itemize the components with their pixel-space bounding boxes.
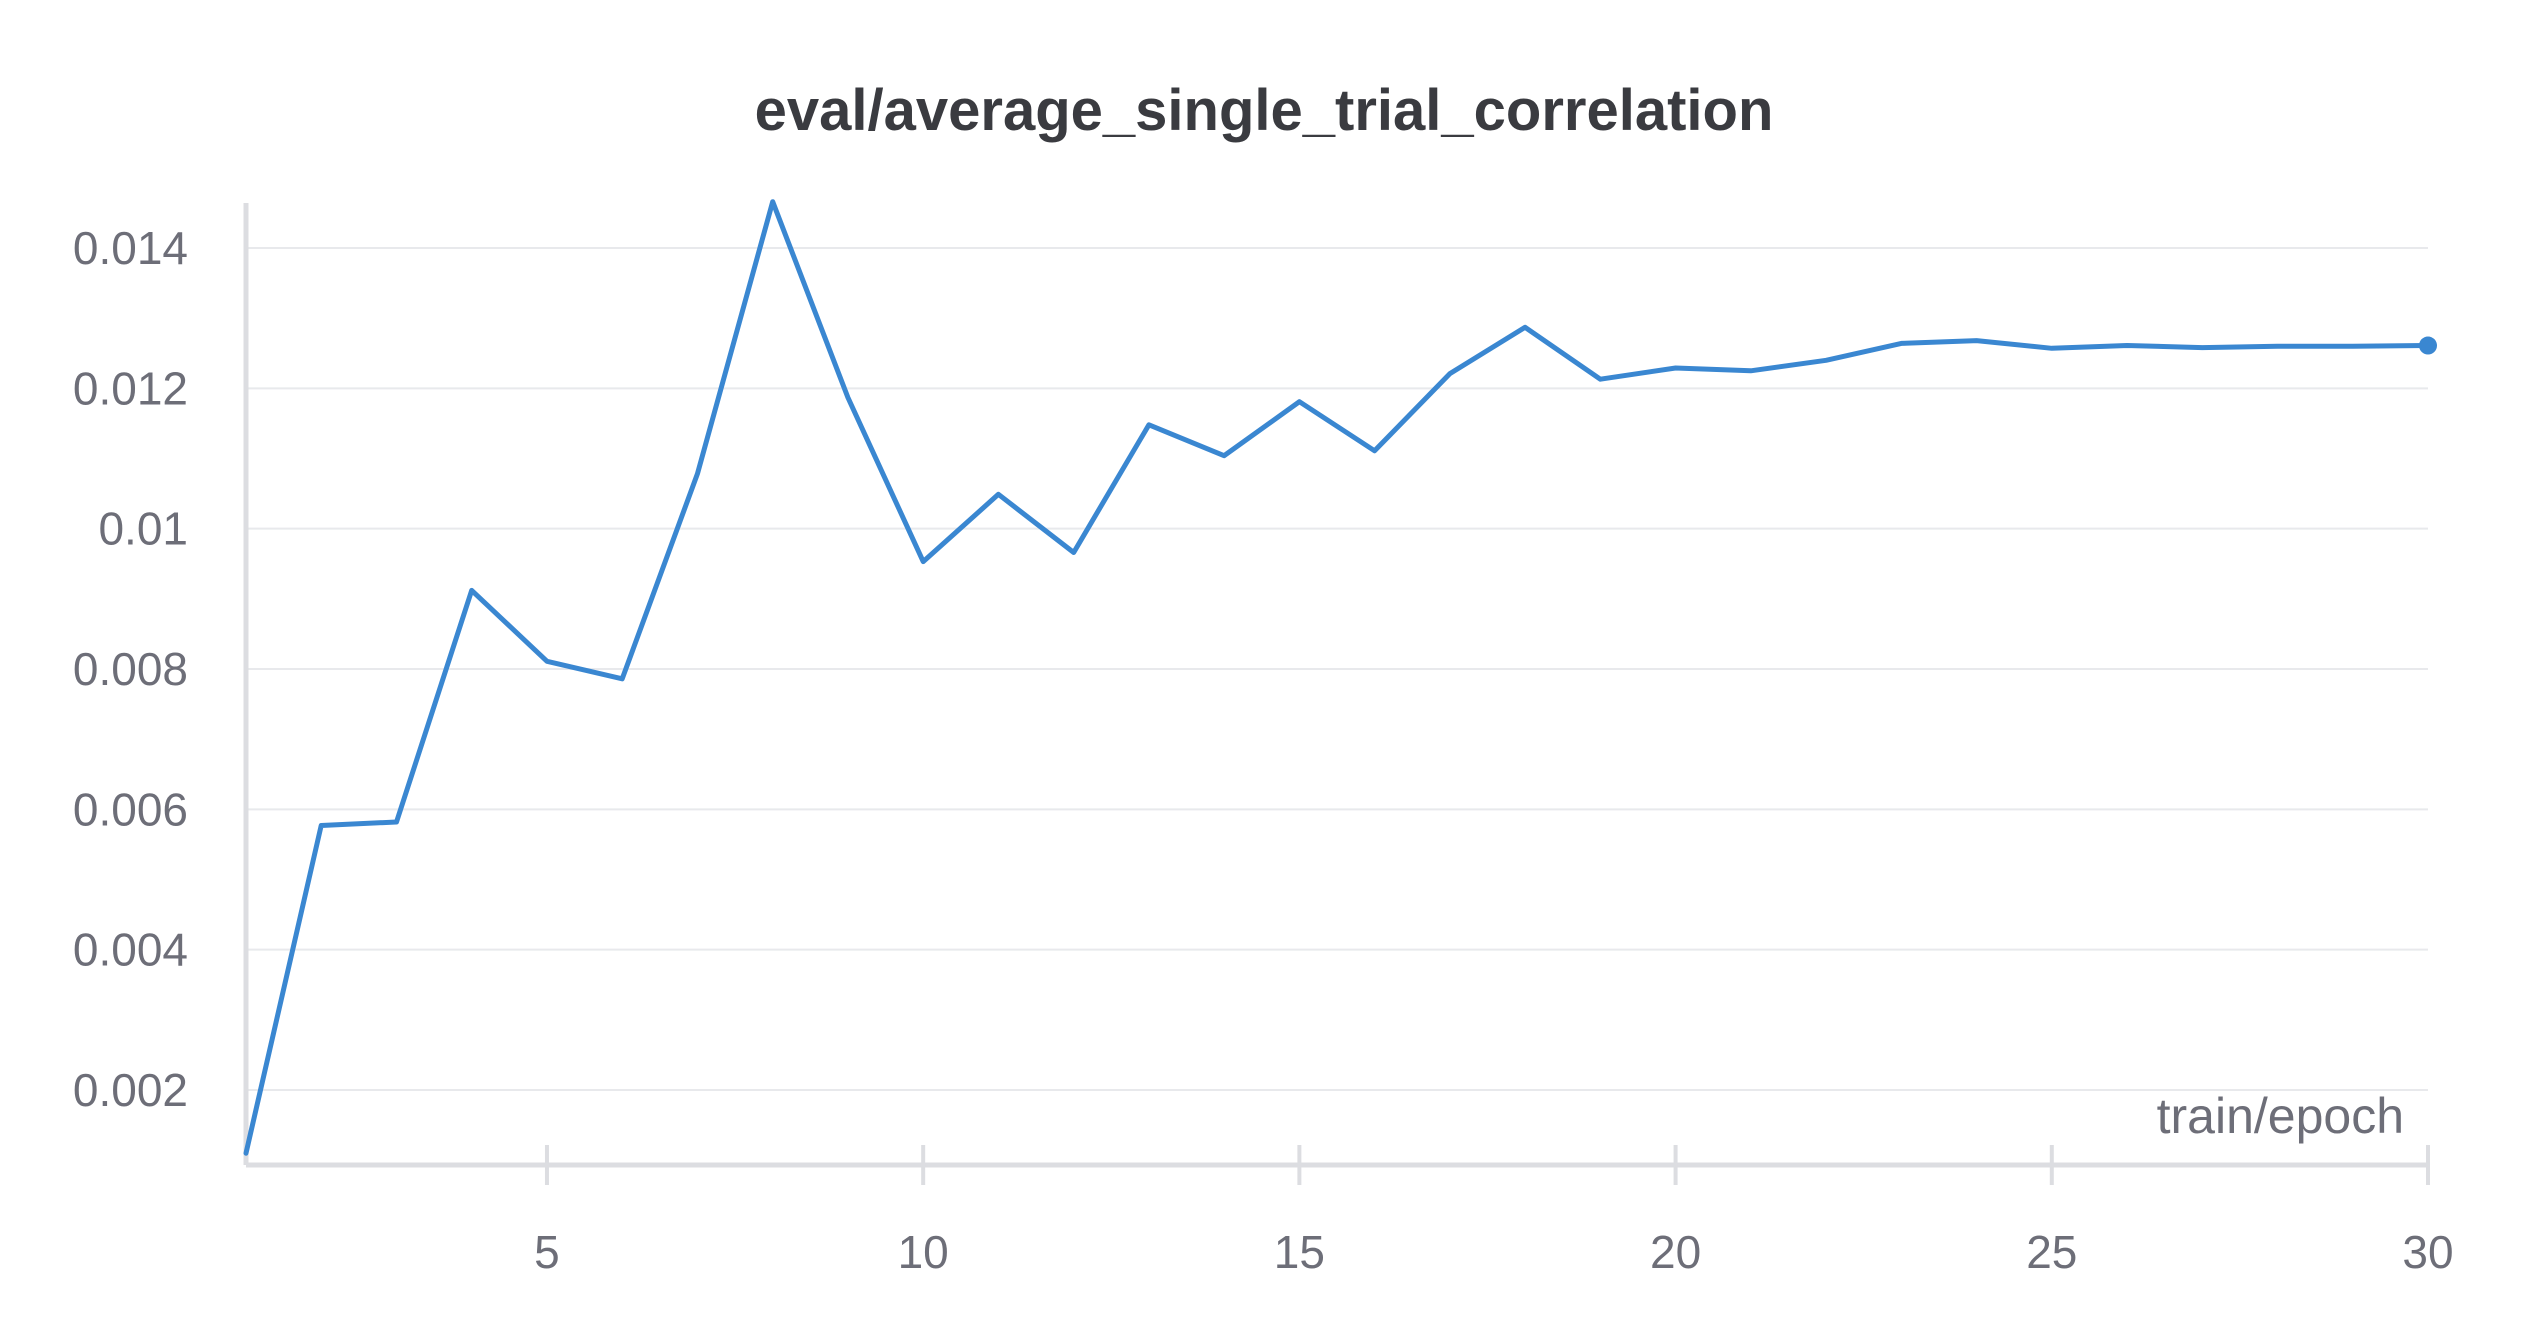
series-end-point [2419,336,2437,355]
gridlines [246,247,2428,1091]
y-tick-label: 0.014 [73,222,188,274]
x-axis-ticks: 5 10 15 20 25 30 [534,1145,2454,1278]
x-tick-label: 10 [898,1226,949,1278]
chart-title: eval/average_single_trial_correlation [755,78,1774,143]
x-tick-label: 5 [534,1226,560,1278]
y-tick-label: 0.01 [98,503,188,555]
series-line [243,199,2431,1156]
y-tick-label: 0.002 [73,1064,188,1116]
x-tick-label: 25 [2026,1226,2077,1278]
x-tick-label: 30 [2402,1226,2453,1278]
y-tick-label: 0.008 [73,643,188,695]
y-tick-label: 0.012 [73,362,188,414]
x-tick-label: 15 [1274,1226,1325,1278]
x-tick-label: 20 [1650,1226,1701,1278]
y-tick-label: 0.004 [73,924,188,976]
y-axis-ticks: 0.002 0.004 0.006 0.008 0.01 0.012 0.014 [73,222,188,1116]
x-axis-label: train/epoch [2157,1088,2404,1144]
axes [243,203,2430,1168]
y-tick-label: 0.006 [73,783,188,835]
series-layer [243,199,2437,1156]
